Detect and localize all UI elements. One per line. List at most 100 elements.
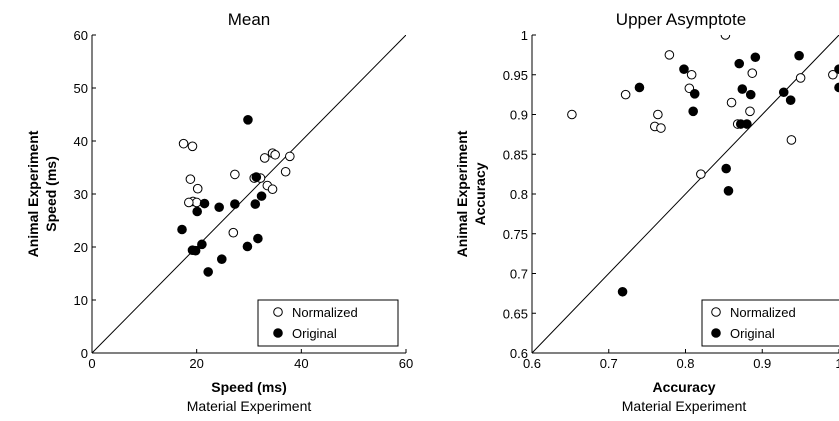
normalized-point: [726, 97, 737, 108]
original-point: [203, 267, 213, 277]
original-point: [214, 202, 224, 213]
y-tick-label: 40: [74, 134, 88, 149]
y-tick-label: 0.6: [510, 346, 528, 361]
original-point: [721, 163, 731, 174]
y-tick-label: 0.9: [510, 108, 528, 123]
normalized-point: [828, 69, 838, 80]
upper-asymptote-chart: Upper Asymptote Animal Experiment Accura…: [454, 10, 839, 414]
x-axis-title-line2: Material Experiment: [622, 398, 747, 414]
y-tick-label: 0.95: [503, 68, 528, 83]
x-tick-label: 0: [88, 356, 95, 371]
original-point: [834, 64, 839, 74]
normalized-point: [656, 123, 666, 133]
original-point: [688, 106, 698, 117]
normalized-point: [285, 151, 295, 162]
y-tick-label: 0.85: [503, 147, 528, 162]
x-tick-label: 0.6: [523, 356, 541, 371]
y-tick-label: 0.75: [503, 227, 528, 242]
original-point: [256, 191, 267, 201]
original-point: [689, 89, 700, 99]
normalized-point: [191, 197, 202, 208]
normalized-point: [786, 135, 797, 145]
x-axis-title-line1: Accuracy: [652, 379, 715, 395]
original-point: [742, 119, 752, 129]
y-tick-label: 0.65: [503, 306, 528, 321]
normalized-point: [230, 169, 240, 180]
y-tick-label: 1: [521, 28, 528, 43]
x-tick-label: 20: [189, 356, 203, 371]
normalized-point: [185, 174, 196, 184]
y-tick-label: 30: [74, 187, 88, 202]
y-axis-title: Animal Experiment Accuracy: [454, 130, 488, 257]
mean-chart: Mean Animal Experiment Speed (ms) Speed …: [25, 10, 413, 414]
y-tick-label: 60: [74, 28, 88, 43]
normalized-point: [280, 166, 291, 177]
original-point: [737, 84, 748, 94]
legend-marker-normalized: [273, 307, 283, 317]
y-tick-label: 0.7: [510, 267, 528, 282]
normalized-point: [192, 183, 203, 194]
original-point: [190, 245, 201, 256]
legend-marker-original: [273, 328, 283, 338]
original-point: [679, 64, 689, 74]
original-point: [216, 254, 227, 264]
original-point: [778, 87, 789, 98]
normalized-point: [664, 50, 675, 60]
y-axis-title-line1: Animal Experiment: [454, 130, 470, 257]
y-axis-title-line2: Accuracy: [472, 162, 488, 225]
normalized-point: [653, 109, 663, 120]
normalized-point: [270, 149, 280, 160]
legend-label-original: Original: [730, 326, 775, 341]
original-point: [253, 233, 263, 244]
original-point: [834, 82, 839, 93]
original-point: [750, 52, 761, 63]
x-axis-title-line2: Material Experiment: [187, 398, 312, 414]
original-point: [617, 286, 628, 297]
legend-box: [257, 299, 399, 347]
x-tick-label: 0.7: [600, 356, 618, 371]
y-tick-label: 20: [74, 240, 88, 255]
x-tick-label: 1: [835, 356, 839, 371]
y-tick-label: 50: [74, 81, 88, 96]
normalized-point: [686, 69, 697, 80]
legend-marker-normalized: [711, 307, 721, 317]
normalized-point: [567, 109, 577, 120]
normalized-point: [795, 73, 806, 83]
original-point: [243, 115, 253, 125]
identity-line: [532, 35, 839, 353]
original-point: [723, 186, 734, 196]
legend-label-normalized: Normalized: [730, 305, 796, 320]
legend: Normalized Original: [701, 299, 839, 347]
original-point: [177, 224, 187, 235]
y-tick-label: 0.8: [510, 187, 528, 202]
y-axis-title-line2: Speed (ms): [43, 156, 59, 231]
normalized-point: [259, 153, 270, 163]
axis-ticks: 0 20 40 60 0 10 20 30 40 50 60: [74, 28, 414, 371]
normalized-point: [187, 141, 198, 152]
original-point: [230, 199, 240, 209]
normalized-point: [747, 68, 758, 78]
y-axis-title-line1: Animal Experiment: [25, 130, 41, 257]
original-point: [192, 206, 202, 217]
normalized-point: [178, 138, 189, 149]
x-tick-label: 0.8: [676, 356, 694, 371]
legend-label-original: Original: [292, 326, 337, 341]
y-axis-title: Animal Experiment Speed (ms): [25, 130, 59, 257]
original-point: [251, 172, 262, 182]
identity-line: [92, 35, 406, 353]
original-point: [745, 89, 756, 100]
original-point: [197, 239, 207, 250]
original-point: [634, 82, 645, 93]
plot-area: [92, 35, 406, 353]
original-point: [199, 198, 210, 209]
original-point: [734, 58, 745, 69]
x-tick-label: 60: [399, 356, 413, 371]
original-point: [785, 95, 796, 105]
legend-box: [701, 299, 839, 347]
normalized-point: [720, 35, 731, 40]
legend-marker-original: [711, 328, 721, 338]
original-point: [242, 241, 253, 252]
original-point: [794, 50, 804, 61]
y-tick-label: 10: [74, 293, 88, 308]
